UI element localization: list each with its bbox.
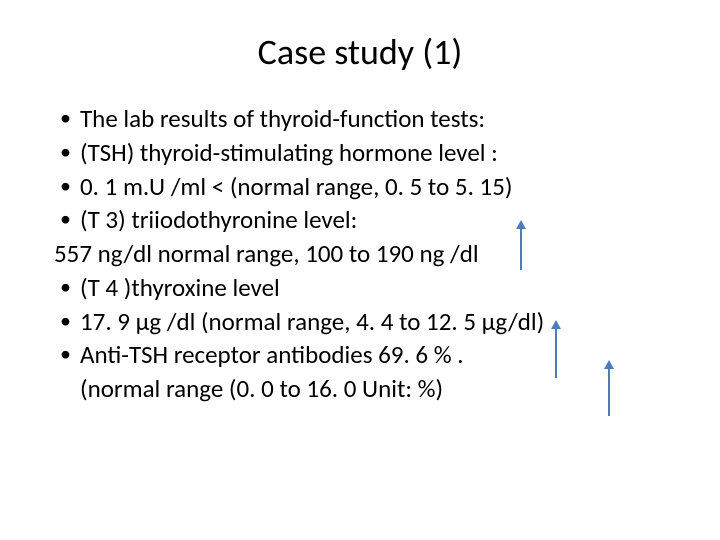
list-item-text: Anti-TSH receptor antibodies 69. 6 % . xyxy=(80,338,670,372)
list-item: • (TSH) thyroid-stimulating hormone leve… xyxy=(60,136,670,170)
slide-body: • The lab results of thyroid-function te… xyxy=(50,102,670,406)
up-arrow-icon xyxy=(608,368,610,416)
list-item: • The lab results of thyroid-function te… xyxy=(60,102,670,136)
list-item: • Anti-TSH receptor antibodies 69. 6 % . xyxy=(60,338,670,372)
bullet-icon: • xyxy=(60,338,80,370)
list-item-text: (TSH) thyroid-stimulating hormone level … xyxy=(80,136,670,170)
list-item-text: (normal range (0. 0 to 16. 0 Unit: %) xyxy=(80,372,670,406)
list-item: • (T 3) triiodothyronine level: xyxy=(60,203,670,237)
up-arrow-icon xyxy=(555,328,557,378)
list-item-text: (T 4 )thyroxine level xyxy=(80,271,670,305)
list-item: • (T 4 )thyroxine level xyxy=(60,271,670,305)
continuation-line: (normal range (0. 0 to 16. 0 Unit: %) xyxy=(60,372,670,406)
continuation-line: 557 ng/dl normal range, 100 to 190 ng /d… xyxy=(54,237,670,271)
slide: Case study (1) • The lab results of thyr… xyxy=(0,0,720,540)
bullet-icon: • xyxy=(60,203,80,235)
list-item: • 17. 9 μg /dl (normal range, 4. 4 to 12… xyxy=(60,305,670,339)
bullet-spacer xyxy=(60,372,80,404)
bullet-icon: • xyxy=(60,305,80,337)
bullet-icon: • xyxy=(60,170,80,202)
list-item-text: The lab results of thyroid-function test… xyxy=(80,102,670,136)
list-item-text: 0. 1 m.U /ml < (normal range, 0. 5 to 5.… xyxy=(80,170,670,204)
list-item-text: (T 3) triiodothyronine level: xyxy=(80,203,670,237)
list-item-text: 17. 9 μg /dl (normal range, 4. 4 to 12. … xyxy=(80,305,670,339)
slide-title: Case study (1) xyxy=(50,30,670,74)
bullet-icon: • xyxy=(60,136,80,168)
up-arrow-icon xyxy=(520,228,522,270)
list-item-text: 557 ng/dl normal range, 100 to 190 ng /d… xyxy=(54,238,479,269)
bullet-icon: • xyxy=(60,271,80,303)
bullet-icon: • xyxy=(60,102,80,134)
list-item: • 0. 1 m.U /ml < (normal range, 0. 5 to … xyxy=(60,170,670,204)
